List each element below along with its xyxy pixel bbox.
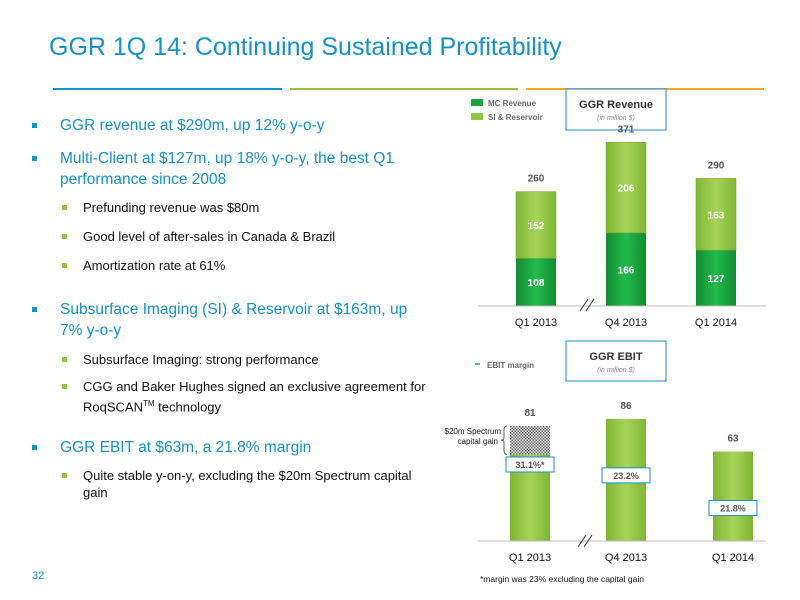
revenue-category-label: Q1 2014: [695, 317, 737, 329]
ebit-title-box: [565, 340, 667, 382]
ebit-annotation-brace: [500, 425, 508, 455]
roqscan-text: CGG and Baker Hughes signed an exclusive…: [83, 379, 426, 415]
ebit-category-label: Q1 2014: [712, 552, 754, 564]
sub-bullet-stable: Quite stable y-on-y, excluding the $20m …: [30, 467, 430, 501]
ebit-annotation-line-1: $20m Spectrum: [445, 427, 502, 436]
revenue-bar-mc: [606, 232, 646, 306]
legend-swatch-mc: [471, 99, 483, 106]
revenue-category-label: Q1 2013: [515, 317, 557, 329]
bullet-list: GGR revenue at $290m, up 12% y-o-y Multi…: [30, 115, 430, 501]
ebit-value-label: 63: [727, 434, 739, 445]
revenue-category-label: Q4 2013: [605, 317, 647, 329]
bullet-ebit: GGR EBIT at $63m, a 21.8% margin: [30, 437, 430, 458]
ebit-margin-label: 31.1%*: [515, 460, 545, 470]
trademark-sup: TM: [142, 399, 155, 408]
page-title: GGR 1Q 14: Continuing Sustained Profitab…: [49, 33, 562, 61]
sub-bullet-after-sales: Good level of after-sales in Canada & Br…: [30, 228, 430, 245]
ebit-margin-label: 21.8%: [720, 504, 746, 514]
revenue-total-label: 290: [708, 160, 725, 171]
bullet-revenue: GGR revenue at $290m, up 12% y-o-y: [30, 115, 430, 136]
revenue-bar-si: [605, 142, 647, 234]
revenue-chart: 108 152 260 Q1 2013 166 206 371 Q4 2013 127 163 29…: [515, 124, 737, 329]
ebit-margin-label: 23.2%: [613, 471, 639, 481]
ebit-margin-box: [708, 500, 758, 517]
ebit-capital-gain-hatch: [510, 425, 550, 455]
ebit-value-label: 86: [620, 401, 632, 412]
revenue-bar-mc: [696, 250, 736, 306]
revenue-value-label-si: 152: [528, 221, 545, 232]
revenue-bar-mc: [516, 258, 556, 306]
revenue-value-label-mc: 108: [528, 278, 545, 289]
revenue-chart-title: GGR Revenue: [579, 99, 653, 111]
revenue-value-label-si: 206: [618, 184, 635, 195]
revenue-total-label: 260: [528, 174, 545, 185]
legend-swatch-si: [471, 113, 483, 120]
revenue-axis-break: [579, 298, 595, 312]
ebit-value-label: 81: [524, 408, 536, 419]
sub-bullet-roqscan: CGG and Baker Hughes signed an exclusive…: [30, 378, 430, 415]
ebit-margin-box: [601, 467, 651, 484]
revenue-chart-subtitle: (in million $): [597, 115, 635, 122]
footnote: *margin was 23% excluding the capital ga…: [480, 574, 644, 584]
roqscan-text-end: technology: [154, 399, 222, 415]
legend-label-mc: MC Revenue: [488, 99, 537, 108]
revenue-title-box: [565, 88, 667, 131]
revenue-bar-si: [695, 178, 737, 251]
ebit-axis-break: [577, 534, 593, 548]
revenue-value-label-mc: 127: [708, 274, 725, 285]
revenue-total-label: 371: [618, 124, 635, 135]
title-underline-blue: [53, 88, 282, 90]
ebit-category-label: Q1 2013: [509, 552, 551, 564]
ebit-chart-title: GGR EBIT: [589, 351, 642, 363]
revenue-value-label-si: 163: [708, 210, 725, 221]
slide-number: 32: [32, 570, 45, 582]
sub-bullet-amortization: Amortization rate at 61%: [30, 257, 430, 274]
sub-bullet-prefunding: Prefunding revenue was $80m: [30, 199, 430, 216]
ebit-legend-label: EBIT margin: [487, 361, 534, 370]
legend-label-si: SI & Reservoir: [488, 113, 543, 122]
revenue-bar-si: [515, 191, 557, 259]
revenue-value-label-mc: 166: [618, 265, 635, 276]
bullet-subsurface: Subsurface Imaging (SI) & Reservoir at $…: [30, 299, 430, 341]
ebit-chart-subtitle: (in million $): [597, 367, 635, 374]
ebit-annotation-line-2: capital gain: [458, 437, 498, 446]
title-underline-green: [290, 88, 518, 90]
bullet-multi-client: Multi-Client at $127m, up 18% y-o-y, the…: [30, 148, 430, 190]
sub-bullet-imaging: Subsurface Imaging: strong performance: [30, 351, 430, 368]
ebit-bar: [713, 451, 753, 541]
ebit-margin-box: [505, 456, 555, 473]
ebit-category-label: Q4 2013: [605, 552, 647, 564]
